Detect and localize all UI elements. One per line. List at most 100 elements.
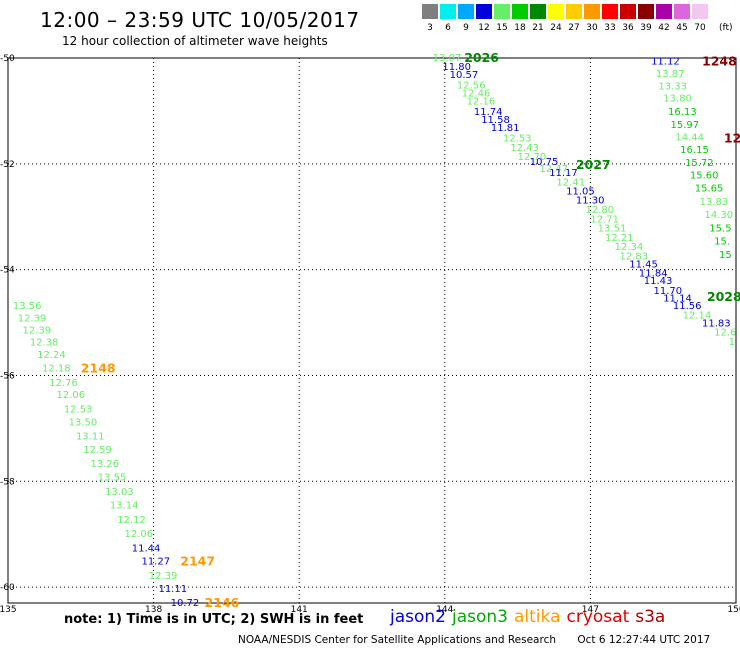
- scale-label: 33: [604, 23, 616, 33]
- scale-swatch: [692, 4, 708, 19]
- wave-height-value: 12.39: [149, 571, 178, 582]
- longitude-tick-label: 144: [436, 605, 453, 615]
- wave-height-value: 11.05: [566, 186, 595, 197]
- wave-height-value: 12.71: [590, 214, 619, 225]
- wave-height-value: 12.16: [467, 96, 496, 107]
- wave-height-value: 15: [719, 250, 732, 261]
- wave-height-value: 14.30: [704, 210, 733, 221]
- wave-height-value: 12.06: [57, 390, 86, 401]
- wave-height-value: 15.72: [685, 158, 714, 169]
- wave-height-value: 11.83: [702, 319, 731, 330]
- scale-swatch: [422, 4, 438, 19]
- scale-swatch: [458, 4, 474, 19]
- wave-height-value: 11.84: [639, 268, 668, 279]
- scale-label: 36: [622, 23, 634, 33]
- track-time-label: 2027: [576, 157, 611, 172]
- wave-height-value: 13.55: [98, 473, 127, 484]
- wave-height-value: 10.72: [171, 598, 200, 609]
- track-time-label: 12: [724, 130, 740, 145]
- legend-entry-cryosat: cryosat: [566, 607, 630, 627]
- wave-height-value: 12.59: [83, 445, 112, 456]
- wave-height-value: 13.87: [656, 69, 685, 80]
- scale-swatch: [476, 4, 492, 19]
- wave-height-value: 11.14: [663, 294, 692, 305]
- legend-entry-jason3: jason3: [452, 607, 508, 627]
- scale-swatch: [620, 4, 636, 19]
- scale-swatch: [638, 4, 654, 19]
- wave-height-value: 11.27: [141, 557, 170, 568]
- wave-height-value: 12.70: [518, 152, 547, 163]
- page-subtitle: 12 hour collection of altimeter wave hei…: [62, 34, 328, 48]
- wave-height-value: 15.97: [670, 120, 699, 131]
- scale-label: 70: [694, 23, 706, 33]
- scale-label: 21: [532, 23, 544, 33]
- wave-height-value: 16.13: [668, 107, 697, 118]
- wave-height-value: 11.58: [481, 115, 510, 126]
- wave-height-value: 11.45: [629, 259, 658, 270]
- wave-height-value: 12.14: [683, 311, 712, 322]
- wave-height-value: 12.83: [620, 251, 649, 262]
- wave-height-value: 12.56: [457, 80, 486, 91]
- wave-height-value: 12.53: [64, 404, 93, 415]
- wave-height-value: 15.65: [695, 184, 724, 195]
- wave-height-value: 12.46: [462, 88, 491, 99]
- scale-swatch: [494, 4, 510, 19]
- credit-line: NOAA/NESDIS Center for Satellite Applica…: [238, 634, 728, 646]
- wave-height-value: 13.14: [110, 501, 139, 512]
- wave-height-value: 12.43: [510, 143, 539, 154]
- wave-height-value: 11.17: [549, 168, 578, 179]
- wave-height-value: 13.03: [105, 487, 134, 498]
- track-time-label: 2148: [81, 361, 116, 376]
- wave-height-value: 12.34: [615, 242, 644, 253]
- credit-organization: NOAA/NESDIS Center for Satellite Applica…: [238, 634, 556, 646]
- scale-swatch: [512, 4, 528, 19]
- latitude-tick-label: -50: [0, 54, 15, 64]
- wave-height-value: 12.21: [605, 233, 634, 244]
- wave-height-value: 13.50: [69, 418, 98, 429]
- track-time-label: 2028: [707, 289, 740, 304]
- credit-timestamp: Oct 6 12:27:44 UTC 2017: [577, 634, 711, 646]
- wave-height-value: 13.83: [700, 197, 729, 208]
- scale-label: 9: [463, 23, 469, 33]
- scale-label: 42: [658, 23, 670, 33]
- wave-height-value: 12.41: [556, 177, 585, 188]
- wave-height-value: 16.15: [680, 145, 709, 156]
- scale-swatch: [566, 4, 582, 19]
- wave-height-value: 13.56: [13, 301, 42, 312]
- wave-height-value: 11.12: [651, 57, 680, 68]
- wave-height-value: 13.07: [433, 53, 462, 64]
- scale-label: 15: [496, 23, 508, 33]
- latitude-tick-label: -56: [0, 371, 15, 381]
- scale-label: 3: [427, 23, 433, 33]
- scale-label: 6: [445, 23, 451, 33]
- latitude-tick-label: -60: [0, 583, 15, 593]
- wave-height-value: 13.51: [598, 223, 627, 234]
- wave-height-value: 13.26: [91, 459, 120, 470]
- wave-height-value: 10.75: [530, 157, 559, 168]
- wave-height-value: 12.39: [18, 313, 47, 324]
- latitude-tick-label: -58: [0, 477, 15, 487]
- wave-height-value: 11.44: [132, 543, 161, 554]
- wave-height-value: 11.81: [491, 123, 520, 134]
- scale-label: 12: [478, 23, 490, 33]
- scale-unit: (ft): [719, 23, 733, 33]
- wave-height-value: 11.80: [442, 62, 471, 73]
- legend-entry-jason2: jason2: [390, 607, 446, 627]
- scale-swatch: [530, 4, 546, 19]
- latitude-tick-label: -54: [0, 266, 15, 276]
- legend-entry-altika: altika: [514, 607, 561, 627]
- longitude-tick-label: 138: [145, 605, 162, 615]
- scale-swatch: [440, 4, 456, 19]
- scale-swatch: [656, 4, 672, 19]
- wave-height-value: 12.12: [117, 515, 146, 526]
- scale-label: 30: [586, 23, 598, 33]
- wave-height-value: 11.70: [653, 286, 682, 297]
- wave-height-value: 15.: [714, 237, 730, 248]
- wave-height-value: 11.56: [673, 301, 702, 312]
- scale-swatch: [548, 4, 564, 19]
- wave-height-value: 1: [729, 337, 735, 348]
- track-time-label: 1248: [702, 54, 737, 69]
- wave-height-value: 12.39: [23, 325, 52, 336]
- wave-height-value: 12.18: [42, 364, 71, 375]
